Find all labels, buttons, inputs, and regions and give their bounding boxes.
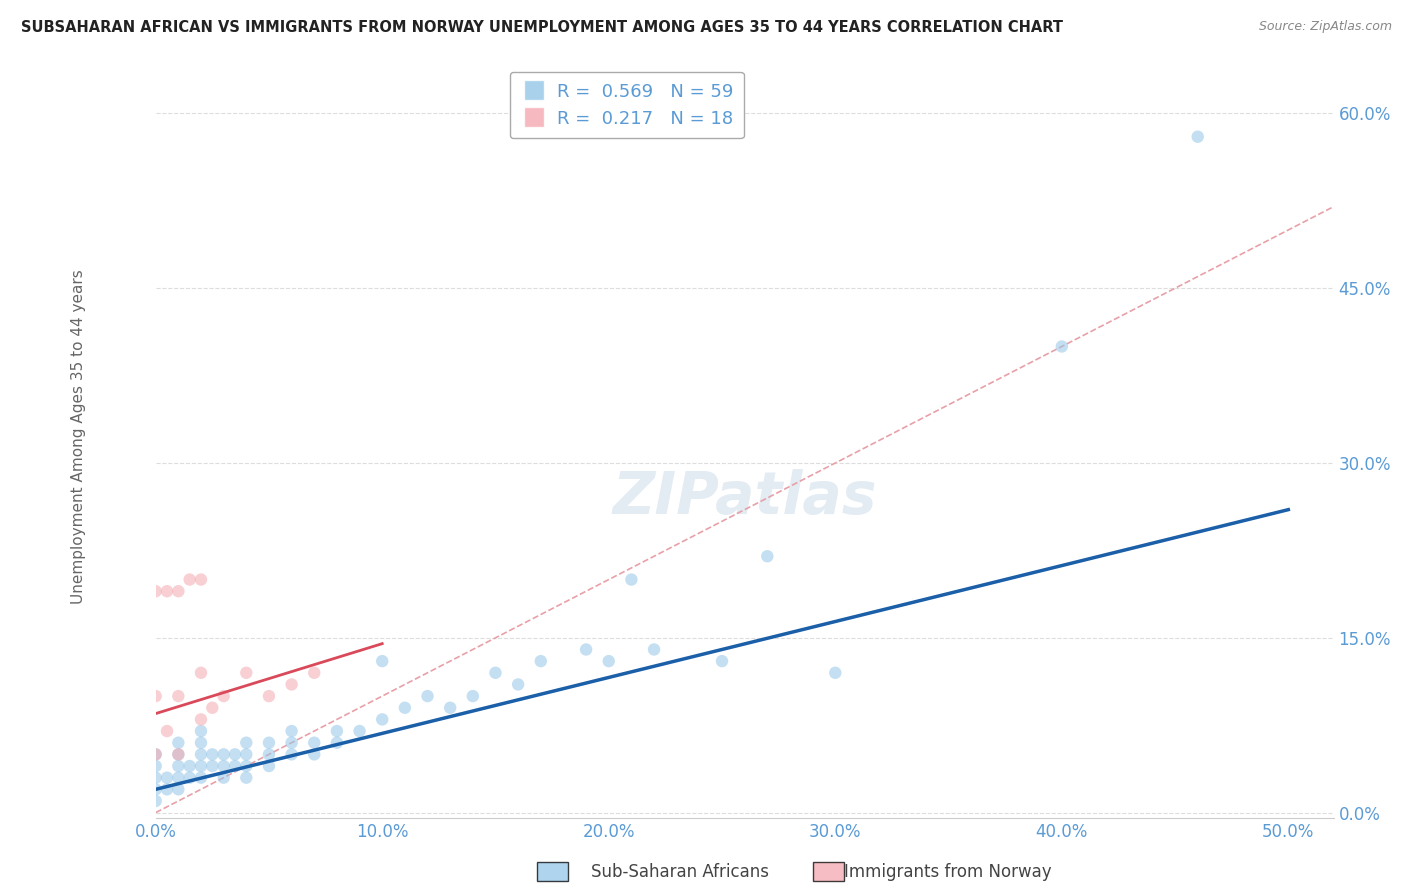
Point bbox=[620, 573, 643, 587]
Point bbox=[235, 747, 257, 762]
Point bbox=[212, 771, 235, 785]
Point bbox=[326, 724, 349, 739]
Point bbox=[371, 713, 394, 727]
Point bbox=[145, 794, 167, 808]
Legend: R =  0.569   N = 59, R =  0.217   N = 18: R = 0.569 N = 59, R = 0.217 N = 18 bbox=[510, 71, 744, 138]
Point bbox=[224, 759, 246, 773]
Point bbox=[257, 759, 280, 773]
Point bbox=[212, 689, 235, 703]
Point bbox=[156, 724, 179, 739]
Point bbox=[1050, 339, 1073, 353]
Point bbox=[212, 747, 235, 762]
Point bbox=[304, 736, 326, 750]
Point bbox=[508, 677, 530, 691]
Point bbox=[201, 700, 224, 714]
Point bbox=[235, 736, 257, 750]
Point bbox=[145, 782, 167, 797]
Point bbox=[484, 665, 506, 680]
Point bbox=[461, 689, 484, 703]
Point bbox=[167, 747, 190, 762]
Point bbox=[257, 689, 280, 703]
Point bbox=[235, 665, 257, 680]
Point bbox=[280, 747, 302, 762]
Point bbox=[235, 759, 257, 773]
Point bbox=[167, 736, 190, 750]
Point bbox=[167, 771, 190, 785]
Point bbox=[212, 759, 235, 773]
Point bbox=[167, 689, 190, 703]
Point bbox=[145, 759, 167, 773]
Point bbox=[257, 747, 280, 762]
Point bbox=[156, 782, 179, 797]
Point bbox=[416, 689, 439, 703]
Text: Source: ZipAtlas.com: Source: ZipAtlas.com bbox=[1258, 20, 1392, 33]
Point bbox=[530, 654, 553, 668]
Point bbox=[167, 782, 190, 797]
Point bbox=[224, 747, 246, 762]
Point bbox=[156, 584, 179, 599]
Point bbox=[145, 584, 167, 599]
Point bbox=[349, 724, 371, 739]
Point bbox=[179, 573, 201, 587]
Y-axis label: Unemployment Among Ages 35 to 44 years: Unemployment Among Ages 35 to 44 years bbox=[72, 269, 86, 604]
Point bbox=[824, 665, 846, 680]
Point bbox=[201, 747, 224, 762]
Point bbox=[167, 584, 190, 599]
Point bbox=[371, 654, 394, 668]
Point bbox=[304, 665, 326, 680]
Point bbox=[280, 677, 302, 691]
Point bbox=[167, 747, 190, 762]
Point bbox=[394, 700, 416, 714]
Text: Immigrants from Norway: Immigrants from Norway bbox=[844, 863, 1052, 881]
Point bbox=[598, 654, 620, 668]
Point bbox=[190, 759, 212, 773]
Text: Sub-Saharan Africans: Sub-Saharan Africans bbox=[591, 863, 769, 881]
Point bbox=[179, 771, 201, 785]
Point bbox=[156, 771, 179, 785]
Point bbox=[145, 771, 167, 785]
Text: SUBSAHARAN AFRICAN VS IMMIGRANTS FROM NORWAY UNEMPLOYMENT AMONG AGES 35 TO 44 YE: SUBSAHARAN AFRICAN VS IMMIGRANTS FROM NO… bbox=[21, 20, 1063, 35]
Point bbox=[711, 654, 734, 668]
Point bbox=[190, 665, 212, 680]
Point bbox=[280, 736, 302, 750]
Point bbox=[167, 759, 190, 773]
Point bbox=[190, 713, 212, 727]
Point bbox=[145, 747, 167, 762]
Point bbox=[257, 736, 280, 750]
Point bbox=[304, 747, 326, 762]
Text: ZIPatlas: ZIPatlas bbox=[613, 469, 877, 526]
Point bbox=[145, 689, 167, 703]
Point bbox=[201, 759, 224, 773]
Point bbox=[145, 747, 167, 762]
Point bbox=[190, 573, 212, 587]
Point bbox=[643, 642, 665, 657]
Point bbox=[190, 736, 212, 750]
Point bbox=[439, 700, 461, 714]
Point bbox=[190, 724, 212, 739]
Point bbox=[756, 549, 779, 564]
Point bbox=[190, 771, 212, 785]
Point bbox=[575, 642, 598, 657]
Point bbox=[326, 736, 349, 750]
Point bbox=[190, 747, 212, 762]
Point bbox=[1187, 129, 1209, 144]
Point bbox=[235, 771, 257, 785]
Point bbox=[179, 759, 201, 773]
Point bbox=[280, 724, 302, 739]
